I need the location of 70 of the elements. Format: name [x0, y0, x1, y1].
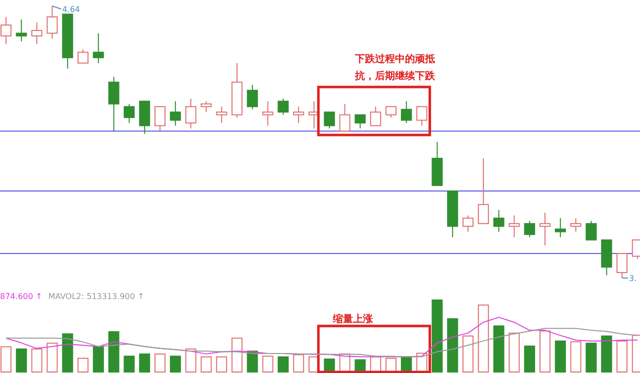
- bar: [508, 332, 520, 372]
- bar: [185, 348, 196, 372]
- bar: [124, 356, 135, 372]
- annotation: 3.: [629, 274, 637, 283]
- candlestick: [0, 16, 12, 45]
- candlestick: [601, 239, 612, 276]
- candlestick: [370, 106, 382, 126]
- bar: [262, 356, 274, 372]
- bar: [139, 354, 150, 372]
- candlestick: [400, 100, 412, 124]
- bar: [293, 354, 304, 372]
- annotation: 4.64: [62, 5, 80, 14]
- candlestick: [31, 22, 42, 45]
- candlestick: [16, 19, 27, 42]
- candlestick: [416, 106, 428, 126]
- bar: [31, 348, 42, 372]
- candlestick: [262, 100, 274, 126]
- bar: [432, 300, 443, 372]
- bar: [616, 340, 628, 372]
- candlestick: [540, 212, 550, 246]
- bar: [62, 333, 74, 372]
- bar: [170, 356, 181, 372]
- bar: [78, 358, 88, 372]
- candlestick: [62, 14, 74, 70]
- bar: [46, 342, 58, 372]
- candlestick: [108, 76, 120, 132]
- bar: [16, 348, 27, 372]
- candlestick: [324, 112, 335, 129]
- bar: [540, 330, 550, 372]
- text: 874.600 ↑: [0, 292, 42, 301]
- bar: [108, 331, 120, 372]
- bar: [478, 304, 489, 372]
- candlestick: [493, 210, 504, 232]
- candlestick: [508, 214, 520, 238]
- candlestick: [154, 106, 166, 132]
- candlestick: [478, 158, 489, 224]
- candlestick: [200, 100, 212, 113]
- candlestick: [447, 190, 458, 238]
- bar: [278, 356, 289, 372]
- text: MAVOL2: 513313.900 ↑: [48, 292, 144, 301]
- candlestick: [139, 100, 150, 134]
- candlestick: [185, 98, 196, 129]
- annotation: 下跌过程中的顽抵抗，后期继续下跌: [354, 53, 436, 82]
- annotation: 缩量上涨: [332, 313, 374, 325]
- candlestick: [354, 114, 366, 129]
- bar: [246, 350, 258, 372]
- bar: [554, 340, 566, 372]
- bar: [447, 318, 458, 372]
- candlestick: [570, 218, 582, 232]
- bar: [586, 342, 597, 372]
- candlestick: [216, 106, 228, 124]
- bar: [232, 338, 242, 372]
- bar: [154, 354, 166, 372]
- candlestick: [46, 6, 58, 40]
- bar: [0, 346, 12, 372]
- bar: [462, 336, 474, 372]
- candlestick: [246, 84, 258, 110]
- bar: [92, 346, 104, 372]
- candlestick: [293, 106, 304, 124]
- candlestick: [432, 142, 443, 186]
- bar: [493, 325, 504, 372]
- bar: [200, 356, 212, 372]
- candlestick: [92, 32, 104, 64]
- bar: [570, 341, 582, 372]
- candlestick: [339, 103, 350, 132]
- candlestick: [170, 100, 181, 126]
- bar: [524, 346, 536, 372]
- bar: [216, 356, 228, 372]
- bar: [601, 336, 612, 372]
- bar: [324, 358, 335, 372]
